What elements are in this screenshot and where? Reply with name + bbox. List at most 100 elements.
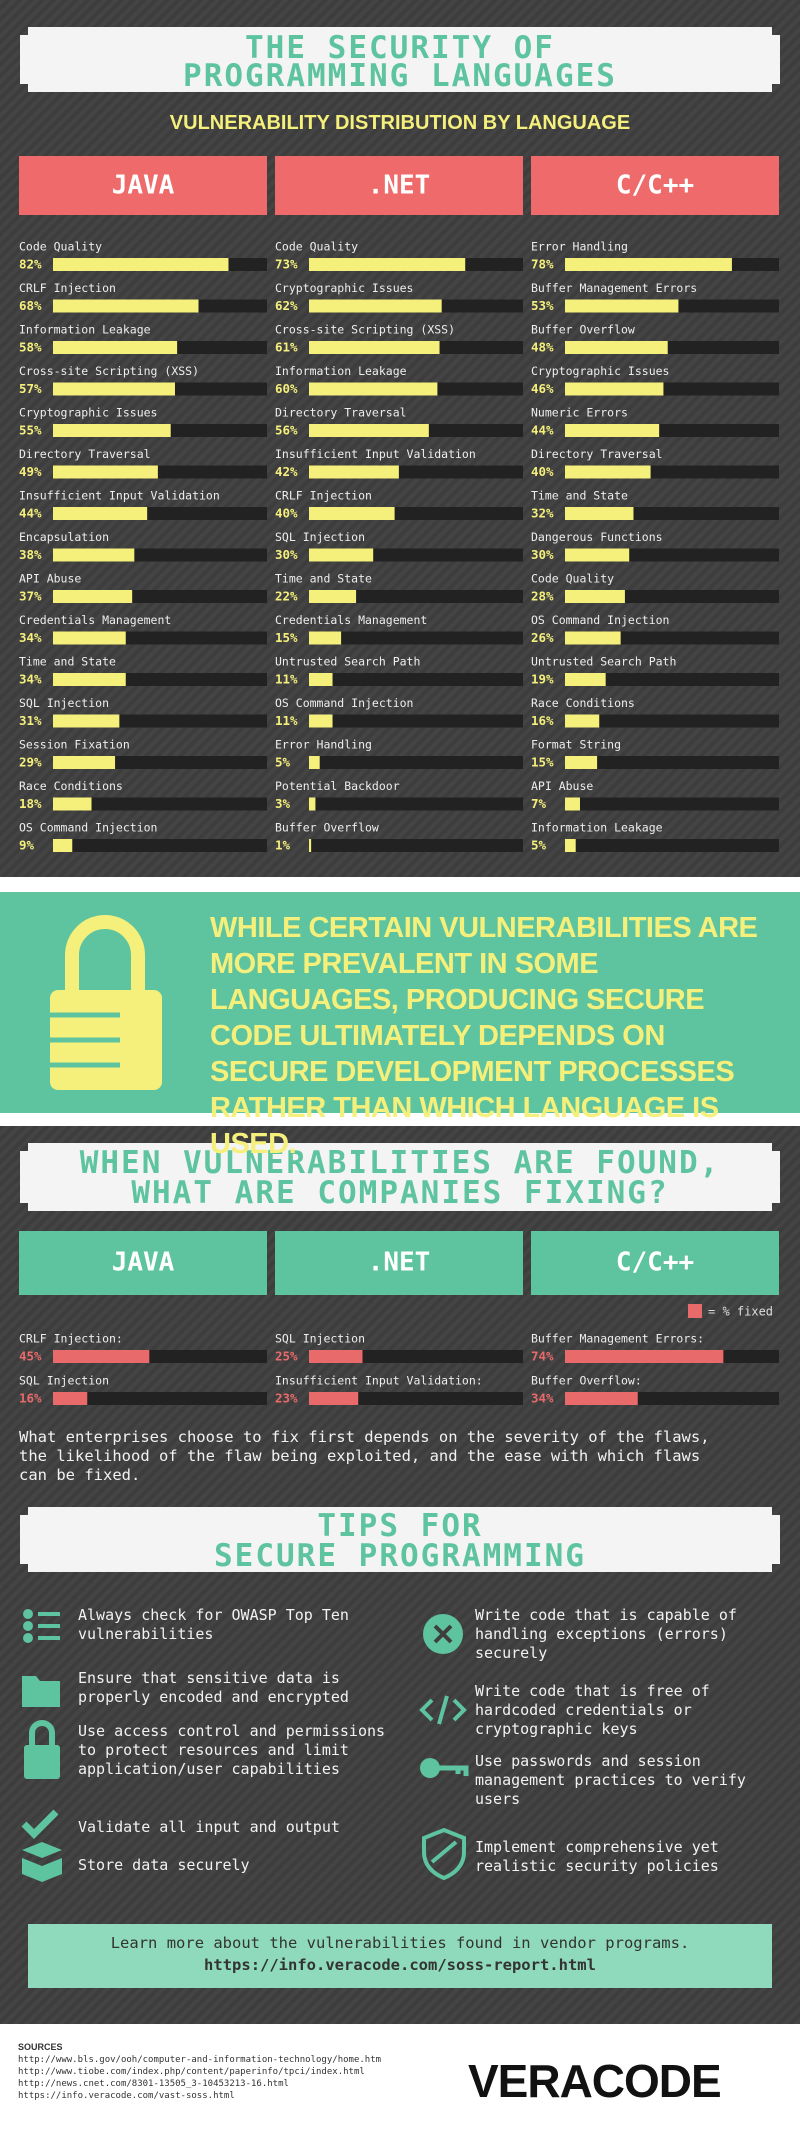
value-label: 31% [19,713,42,728]
bar [309,465,399,479]
value-label: 32% [531,506,554,521]
value-label: 7% [531,796,547,811]
value-label: 34% [19,630,42,645]
header-box [531,1231,779,1295]
category-label: Directory Traversal [19,447,151,461]
value-label: 60% [275,381,298,396]
bar-track [53,1392,267,1405]
header-box [19,156,267,215]
bar [53,341,178,354]
category-label: SQL Injection [19,696,109,710]
category-label: OS Command Injection [531,613,669,627]
bar [309,797,316,811]
bar [53,299,199,313]
bar [565,1392,638,1405]
category-label: Potential Backdoor [275,779,400,793]
bar [309,507,395,520]
note: What enterprises choose to fix first dep… [19,1428,710,1484]
bar [309,382,438,396]
category-label: Time and State [275,572,372,586]
bar-track [565,756,779,769]
category-label: Information Leakage [19,323,151,337]
value-label: 38% [19,547,42,562]
value-label: 34% [531,1391,554,1406]
value-label: 82% [19,257,42,272]
value-label: 9% [19,838,35,853]
value-label: 25% [275,1349,298,1364]
bar [53,382,175,396]
value-label: 37% [19,589,42,604]
bar [53,756,116,769]
sources-heading: SOURCES [18,2042,63,2052]
category-label: Buffer Overflow [275,821,379,835]
value-label: 26% [531,630,554,645]
language-headers [19,156,779,1295]
value-label: 30% [531,547,554,562]
bar [53,839,73,852]
value-label: 16% [531,713,554,728]
bar-track [309,673,523,686]
bar-track [565,797,779,811]
value-label: 23% [275,1391,298,1406]
bar [53,548,135,562]
bar [565,797,580,811]
bar [309,341,440,354]
legend-label: = % fixed [708,1305,773,1319]
value-label: 11% [275,672,298,687]
value-label: 73% [275,257,298,272]
bar-track [309,714,523,728]
category-label: Code Quality [19,240,102,254]
value-label: 28% [531,589,554,604]
bar [309,548,374,562]
value-label: 56% [275,423,298,438]
value-label: 57% [19,381,42,396]
source-url[interactable]: http://news.cnet.com/8301-13505_3-104532… [18,2079,289,2089]
footer-link[interactable]: https://info.veracode.com/soss-report.ht… [204,1956,596,1974]
value-label: 1% [275,838,291,853]
category-label: Code Quality [275,240,358,254]
category-label: Time and State [19,655,116,669]
category-label: Cross-site Scripting (XSS) [275,323,455,337]
category-label: Credentials Management [275,613,427,627]
source-url[interactable]: http://www.bls.gov/ooh/computer-and-info… [18,2055,382,2065]
tip: Always check for OWASP Top Ten vulnerabi… [78,1606,349,1643]
banner [20,1507,780,1572]
bar [565,382,664,396]
category-label: Insufficient Input Validation [275,447,476,461]
category-label: CRLF Injection: [19,1332,123,1346]
value-label: 16% [19,1391,42,1406]
section-title: TIPS FOR [317,1508,482,1544]
category-label: Cryptographic Issues [19,406,157,420]
source-url[interactable]: http://www.tiobe.com/index.php/content/p… [18,2067,365,2077]
category-label: Error Handling [275,738,372,752]
source-url[interactable]: https://info.veracode.com/vast-soss.html [18,2091,235,2101]
category-label: Cross-site Scripting (XSS) [19,364,199,378]
bar [565,756,598,769]
bar [53,1350,150,1363]
value-label: 5% [275,755,291,770]
header-box [275,1231,523,1295]
category-label: API Abuse [19,572,81,586]
category-label: CRLF Injection [19,281,116,295]
value-label: 48% [531,340,554,355]
bar-track [309,1392,523,1405]
value-label: 46% [531,381,554,396]
category-label: Format String [531,738,621,752]
value-label: 42% [275,464,298,479]
section-title: WHEN VULNERABILITIES ARE FOUND, [80,1145,721,1181]
bar [565,299,679,313]
section-title: WHAT ARE COMPANIES FIXING? [131,1175,668,1211]
tip: Validate all input and output [78,1818,340,1836]
sources: http://www.bls.gov/ooh/computer-and-info… [18,2054,381,2102]
value-label: 58% [19,340,42,355]
bar [309,1350,363,1363]
bar-track [309,839,523,852]
value-label: 29% [19,755,42,770]
bar [309,299,442,313]
chart-title: JAVA [112,171,175,201]
bar [565,258,732,271]
bar [53,424,171,437]
value-label: 18% [19,796,42,811]
bar-track [53,839,267,852]
